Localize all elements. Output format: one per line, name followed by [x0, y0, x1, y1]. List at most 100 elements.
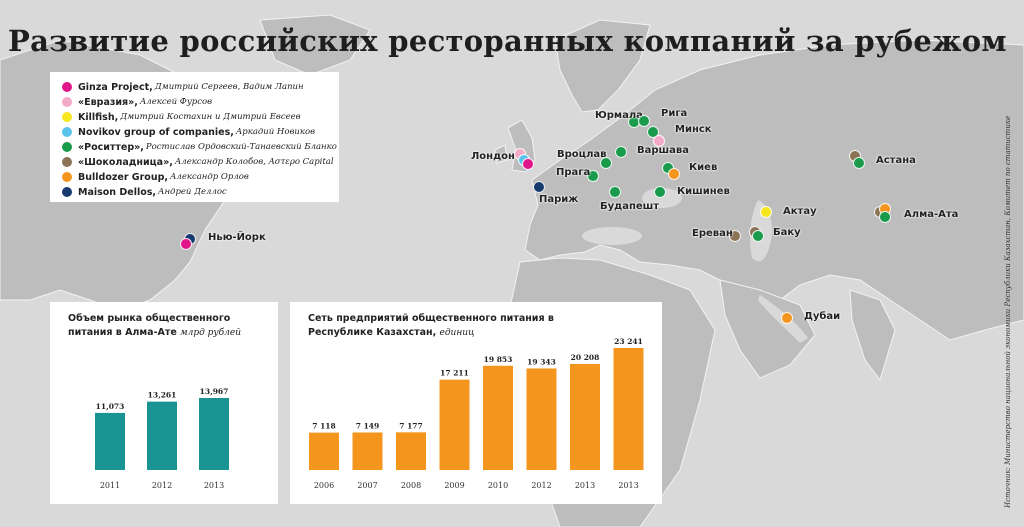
legend: Ginza Project, Дмитрий Сергеев, Вадим Ла… [50, 72, 339, 202]
city-label: Юрмала [595, 110, 643, 121]
legend-owners: Дмитрий Сергеев, Вадим Лапин [154, 82, 304, 92]
city-marker-dot [668, 168, 680, 180]
legend-item: «Евразия», Алексей Фурсов [62, 95, 212, 109]
catering-network-chart: Сеть предприятий общественного питания в… [290, 302, 662, 504]
bar-value-label: 19 853 [484, 355, 513, 364]
chart-title-text: Объем рынка общественного питания в Алма… [68, 313, 231, 338]
bar [147, 401, 177, 470]
source-note: Источник: Министерство национальной экон… [1004, 115, 1012, 508]
legend-dot [62, 112, 72, 122]
city-label: Астана [876, 155, 916, 166]
bar [352, 432, 383, 470]
legend-item: Bulldozer Group, Александр Орлов [62, 170, 249, 184]
bar-value-label: 13,261 [148, 391, 177, 400]
city-label: Дубаи [804, 311, 841, 322]
category-label: 2009 [444, 481, 464, 490]
city-label: Варшава [637, 145, 689, 156]
legend-company-name: «Шоколадница», [78, 156, 173, 168]
legend-item: Maison Dellos, Андрей Деллос [62, 185, 227, 199]
city-label: Рига [661, 108, 688, 119]
category-label: 2006 [314, 481, 334, 490]
legend-company-name: Killfish, [78, 111, 119, 123]
legend-item: Novikov group of companies, Аркадий Нови… [62, 125, 315, 139]
city-marker-dot [781, 312, 793, 324]
city-marker-dot [533, 181, 545, 193]
legend-owners: Аркадий Новиков [235, 127, 316, 137]
city-marker-dot [752, 230, 764, 242]
legend-company-name: Bulldozer Group, [78, 171, 168, 183]
category-label: 2013 [204, 481, 224, 490]
city-marker-dot [600, 157, 612, 169]
bar-value-label: 7 177 [399, 421, 423, 430]
legend-company-name: «Роситтер», [78, 141, 144, 153]
city-label: Кишинев [677, 186, 730, 197]
category-label: 2011 [100, 481, 120, 490]
legend-owners: Александр Орлов [170, 172, 249, 182]
legend-owners: Ростислав Ордовский-Танаевский Бланко [145, 142, 337, 152]
legend-company-name: Ginza Project, [78, 81, 153, 93]
city-label: Актау [783, 206, 817, 217]
legend-dot [62, 172, 72, 182]
city-marker-dot [180, 238, 192, 250]
city-label: Париж [539, 194, 579, 205]
city-marker-dot [522, 158, 534, 170]
legend-item: «Шоколадница», Александр Колобов, Aστερο… [62, 155, 334, 169]
bar [309, 432, 339, 470]
bar [199, 398, 229, 470]
category-label: 2007 [357, 481, 377, 490]
legend-dot [62, 97, 72, 107]
chart-unit: единиц [439, 328, 475, 338]
city-marker-dot [653, 135, 665, 147]
city-marker-dot [609, 186, 621, 198]
city-label: Лондон [471, 151, 515, 162]
legend-owners: Алексей Фурсов [139, 97, 213, 107]
category-label: 2010 [488, 481, 508, 490]
bar [95, 412, 125, 470]
legend-dot [62, 157, 72, 167]
chart-title: Объем рынка общественного питания в Алма… [68, 312, 268, 340]
legend-company-name: Maison Dellos, [78, 186, 157, 198]
city-label: Киев [689, 162, 718, 173]
legend-owners: Александр Колобов, Aστερο Capital [174, 157, 334, 167]
chart-unit: млрд рублей [180, 328, 241, 338]
legend-item: Ginza Project, Дмитрий Сергеев, Вадим Ла… [62, 80, 304, 94]
city-label: Ереван [692, 228, 733, 239]
city-marker-dot [879, 211, 891, 223]
category-label: 2013 [618, 481, 638, 490]
city-marker-dot [638, 115, 650, 127]
page-title: Развитие российских ресторанных компаний… [8, 24, 1007, 58]
bar-value-label: 7 118 [312, 422, 336, 431]
legend-dot [62, 142, 72, 152]
bar-value-label: 7 149 [356, 421, 380, 430]
city-label: Минск [675, 124, 712, 135]
bar-value-label: 20 208 [571, 353, 600, 362]
city-marker-dot [615, 146, 627, 158]
chart-bars: 7 118 2006 7 149 2007 7 177 2008 17 211 2009 19 … [309, 337, 644, 490]
category-label: 2013 [575, 481, 595, 490]
legend-company-name: Novikov group of companies, [78, 126, 234, 138]
legend-item: «Роситтер», Ростислав Ордовский-Танаевск… [62, 140, 337, 154]
legend-company-name: «Евразия», [78, 96, 138, 108]
legend-dot [62, 82, 72, 92]
city-marker-dot [853, 157, 865, 169]
bar-value-label: 11,073 [96, 402, 125, 411]
city-label: Вроцлав [557, 149, 607, 160]
bar-value-label: 13,967 [200, 387, 229, 396]
category-label: 2008 [401, 481, 421, 490]
chart-bars: 11,073 2011 13,261 2012 13,967 2013 [95, 387, 229, 490]
city-marker-dot [729, 230, 741, 242]
chart-title: Сеть предприятий общественного питания в… [308, 312, 558, 340]
bar [613, 348, 644, 470]
bar-value-label: 17 211 [440, 369, 469, 378]
chart-title-text: Сеть предприятий общественного питания в… [308, 313, 554, 338]
city-marker-dot [760, 206, 772, 218]
category-label: 2012 [152, 481, 172, 490]
legend-owners: Дмитрий Костахин и Дмитрий Евсеев [120, 112, 301, 122]
city-label: Алма-Ата [904, 209, 959, 220]
legend-item: Killfish, Дмитрий Костахин и Дмитрий Евс… [62, 110, 301, 124]
bar [483, 365, 513, 470]
city-label: Прага [556, 167, 591, 178]
bar [396, 432, 426, 470]
city-marker-dot [654, 186, 666, 198]
legend-dot [62, 187, 72, 197]
